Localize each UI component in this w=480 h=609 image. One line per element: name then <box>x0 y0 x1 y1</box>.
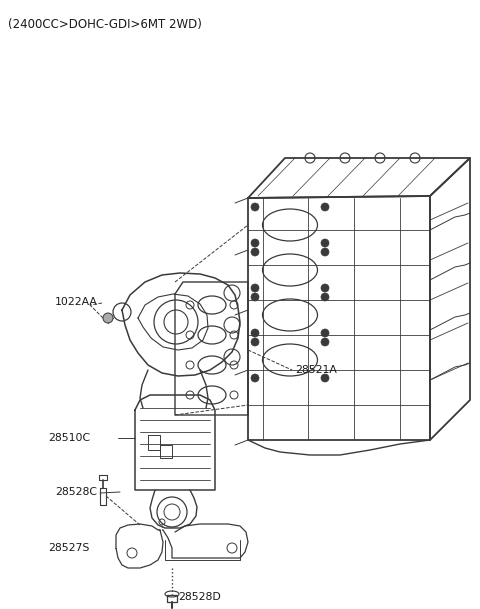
Text: 28510C: 28510C <box>48 433 90 443</box>
Circle shape <box>321 374 329 382</box>
Circle shape <box>251 284 259 292</box>
Circle shape <box>103 313 113 323</box>
Circle shape <box>321 248 329 256</box>
Circle shape <box>251 203 259 211</box>
Text: 28521A: 28521A <box>295 365 337 375</box>
Text: 28528C: 28528C <box>55 487 97 497</box>
Text: (2400CC>DOHC-GDI>6MT 2WD): (2400CC>DOHC-GDI>6MT 2WD) <box>8 18 202 31</box>
Circle shape <box>251 239 259 247</box>
Circle shape <box>321 239 329 247</box>
Circle shape <box>251 329 259 337</box>
Circle shape <box>251 374 259 382</box>
Circle shape <box>321 329 329 337</box>
Circle shape <box>321 338 329 346</box>
Circle shape <box>321 284 329 292</box>
Text: 28528D: 28528D <box>178 592 221 602</box>
Text: 1022AA: 1022AA <box>55 297 98 307</box>
Circle shape <box>321 293 329 301</box>
Circle shape <box>251 338 259 346</box>
Circle shape <box>251 293 259 301</box>
Circle shape <box>251 248 259 256</box>
Text: 28527S: 28527S <box>48 543 89 553</box>
Circle shape <box>321 203 329 211</box>
